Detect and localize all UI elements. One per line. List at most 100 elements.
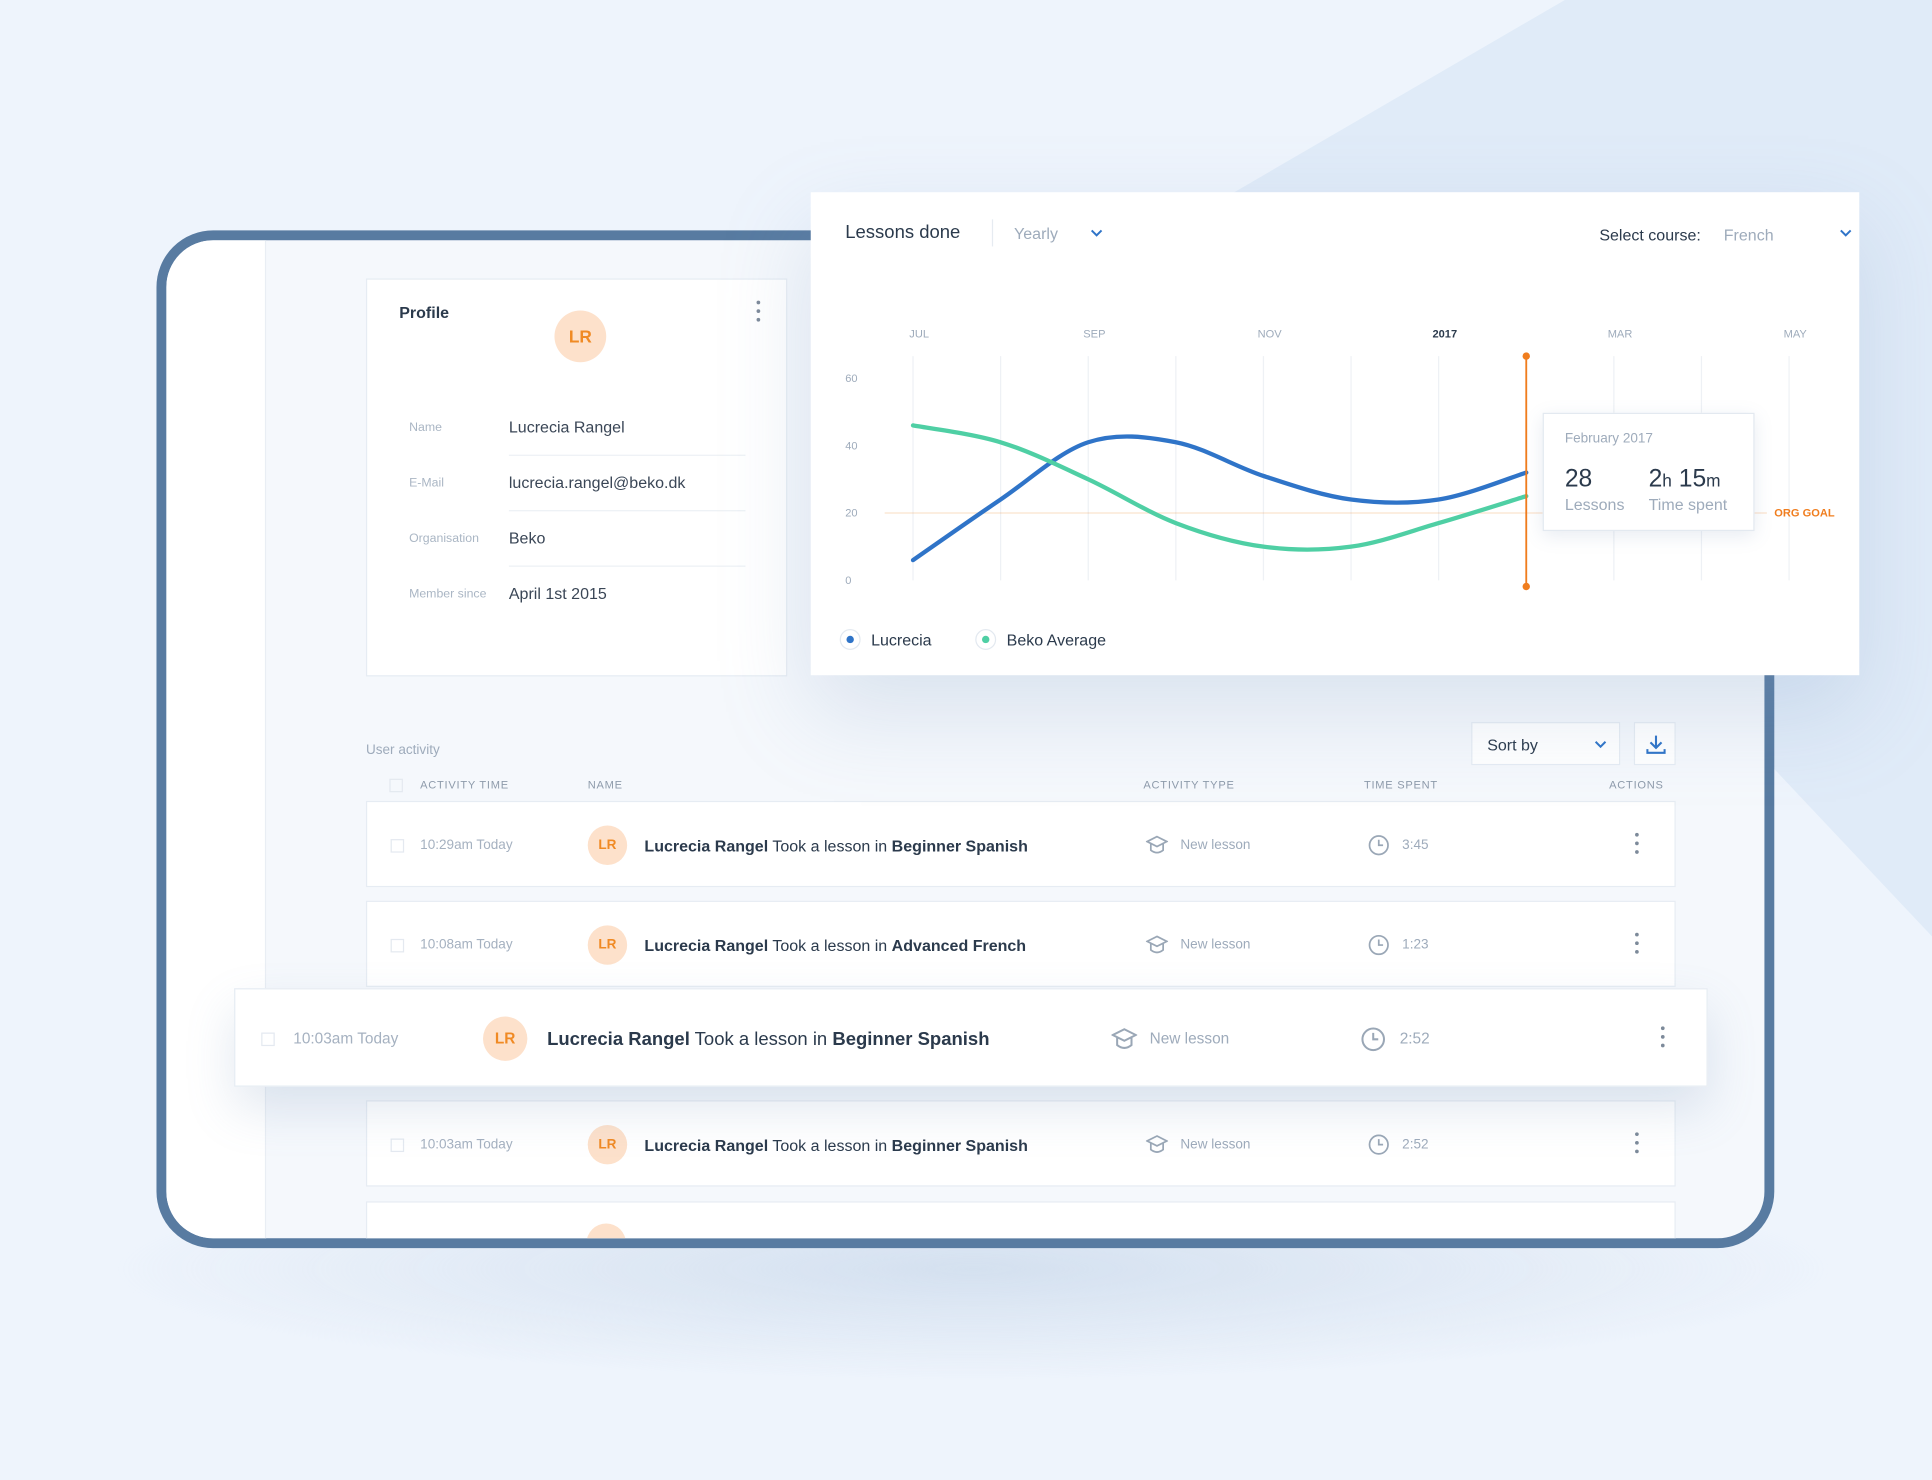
y-tick-label: 20: [845, 508, 857, 520]
user-name: Lucrecia Rangel: [644, 1135, 769, 1154]
lesson-icon: [1145, 1135, 1169, 1153]
lesson-icon: [1145, 935, 1169, 954]
row-menu[interactable]: [1635, 1132, 1640, 1158]
hours-unit: h: [1662, 470, 1672, 491]
course: Beginner Spanish: [891, 836, 1028, 855]
hours: 2: [1648, 465, 1663, 493]
row-menu[interactable]: [1635, 932, 1640, 959]
row-avatar: LR: [587, 825, 628, 865]
row-checkbox[interactable]: [390, 938, 405, 953]
chevron: [1594, 741, 1607, 749]
field-label: Name: [409, 421, 442, 435]
y-tick-label: 60: [845, 373, 857, 385]
legend-label: Beko Average: [1007, 633, 1106, 650]
chart-card: Lessons done Yearly Select course: Frenc…: [810, 192, 1860, 676]
tooltip-lessons: 28: [1564, 465, 1593, 493]
row-menu[interactable]: [1660, 1026, 1666, 1052]
activity-type: New lesson: [1180, 937, 1251, 952]
course-value: French: [1723, 225, 1774, 244]
clock-icon: [1361, 1026, 1386, 1051]
field-value: Lucrecia Rangel: [508, 417, 625, 437]
activity-row: 10:03am Today LR Lucrecia Rangel Took a le…: [234, 988, 1708, 1087]
y-tick-label: 0: [845, 575, 851, 587]
duration: 2:52: [1402, 1136, 1429, 1152]
series-line: [910, 423, 1529, 552]
clock-icon: [1368, 1134, 1389, 1155]
row-checkbox[interactable]: [261, 1032, 275, 1047]
row-time: 10:08am Today: [420, 937, 513, 952]
column-header: NAME: [587, 778, 623, 792]
duration: 1:23: [1402, 937, 1429, 952]
profile-menu[interactable]: [756, 300, 762, 327]
field-divider: [508, 454, 746, 456]
field-value: Beko: [508, 528, 546, 548]
period-dropdown[interactable]: Yearly: [1014, 222, 1113, 247]
x-tick-label: MAY: [1784, 329, 1808, 341]
course: Beginner Spanish: [832, 1028, 990, 1050]
download-icon: [1646, 735, 1666, 754]
field-value: April 1st 2015: [508, 584, 607, 603]
column-header: ACTIVITY TIME: [420, 778, 509, 792]
field-value: lucrecia.rangel@beko.dk: [508, 473, 686, 492]
chart-title: Lessons done: [845, 221, 961, 243]
activity-row-partial: [365, 1201, 1676, 1239]
duration: 3:45: [1402, 837, 1429, 853]
activity-row: 10:08am Today LR Lucrecia Rangel Took a le…: [365, 900, 1676, 987]
legend-dot: [982, 635, 990, 644]
activity-row: 10:03am Today LR Lucrecia Rangel Took a le…: [365, 1100, 1676, 1187]
row-avatar: [586, 1223, 626, 1239]
field-divider: [508, 565, 746, 567]
x-tick-label: JUL: [909, 329, 929, 341]
tooltip-time: 2h 15m: [1649, 466, 1721, 494]
row-menu[interactable]: [1635, 832, 1640, 859]
duration: 2:52: [1399, 1029, 1430, 1048]
user-name: Lucrecia Rangel: [644, 935, 769, 955]
download-button[interactable]: [1633, 722, 1676, 766]
hover-dot: [1522, 352, 1530, 360]
x-tick-label: MAR: [1608, 329, 1633, 341]
lesson-icon: [1111, 1027, 1138, 1049]
hover-dot: [1522, 582, 1530, 591]
chevron: [1840, 229, 1852, 237]
course-dropdown[interactable]: French: [1724, 222, 1855, 247]
divider: [991, 219, 994, 247]
period-label: Yearly: [1014, 224, 1058, 243]
sort-dropdown[interactable]: Sort by: [1471, 722, 1621, 766]
tooltip-title: February 2017: [1564, 431, 1653, 447]
minutes-unit: m: [1706, 470, 1721, 491]
row-avatar: LR: [587, 925, 628, 965]
user-name: Lucrecia Rangel: [547, 1028, 690, 1050]
row-description: Lucrecia Rangel Took a lesson in Beginne…: [644, 836, 1027, 854]
series-line: [910, 434, 1529, 563]
minutes: 15: [1678, 465, 1707, 493]
row-avatar: LR: [482, 1016, 528, 1061]
action: Took a lesson in: [772, 836, 888, 855]
tooltip: February 2017 28 Lessons 2h 15m Time spe…: [1542, 412, 1755, 532]
course: Advanced French: [891, 935, 1027, 955]
row-avatar: LR: [587, 1124, 628, 1165]
profile-avatar: LR: [554, 310, 607, 363]
tooltip-time-label: Time spent: [1648, 495, 1728, 514]
action: Took a lesson in: [772, 1135, 888, 1154]
row-time: 10:03am Today: [293, 1029, 399, 1048]
field-label: Organisation: [409, 532, 479, 546]
row-description: Lucrecia Rangel Took a lesson in Beginne…: [547, 1028, 989, 1049]
goal-label: ORG GOAL: [1774, 508, 1835, 520]
select-all-checkbox[interactable]: [389, 778, 403, 793]
user-name: Lucrecia Rangel: [644, 836, 769, 855]
lesson-icon: [1145, 835, 1169, 854]
row-time: 10:03am Today: [420, 1136, 513, 1152]
action: Took a lesson in: [694, 1028, 828, 1050]
row-checkbox[interactable]: [390, 839, 405, 853]
course-label: Select course:: [1599, 225, 1701, 244]
row-description: Lucrecia Rangel Took a lesson in Beginne…: [644, 1135, 1027, 1153]
x-tick-label: 2017: [1432, 329, 1457, 341]
sidebar: [166, 240, 267, 1239]
row-description: Lucrecia Rangel Took a lesson in Advance…: [644, 936, 1026, 954]
column-header: ACTIONS: [1609, 778, 1664, 792]
row-checkbox[interactable]: [390, 1138, 405, 1153]
column-header: TIME SPENT: [1363, 778, 1438, 792]
